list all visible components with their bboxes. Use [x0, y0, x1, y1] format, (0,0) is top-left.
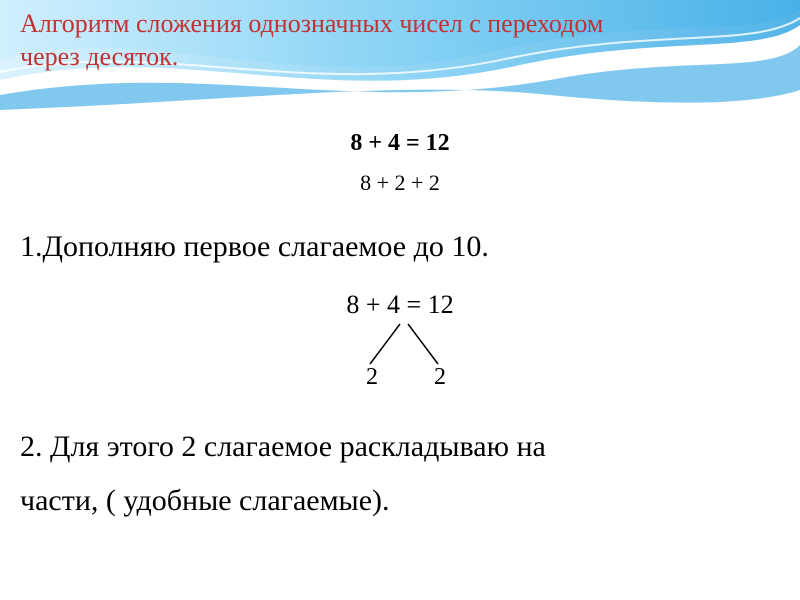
slide-title: Алгоритм сложения однозначных чисел с пе…: [20, 8, 780, 73]
step-2-line-1: 2. Для этого 2 слагаемое раскладываю на: [20, 430, 546, 463]
step-2-text: 2. Для этого 2 слагаемое раскладываю на …: [20, 420, 780, 528]
equation-expanded: 8 + 2 + 2: [0, 170, 800, 196]
title-line-1: Алгоритм сложения однозначных чисел с пе…: [20, 9, 603, 38]
equation-main: 8 + 4 = 12: [0, 130, 800, 157]
title-line-2: через десяток.: [20, 42, 178, 71]
decomp-part-right: 2: [434, 364, 446, 390]
step-2-line-2: части, ( удобные слагаемые).: [20, 484, 390, 517]
step-1-text: 1.Дополняю первое слагаемое до 10.: [20, 230, 489, 264]
decomposition-block: 8 + 4 = 12 2 2: [0, 290, 800, 390]
decomposition-lines: 2 2: [330, 320, 470, 390]
decomposition-equation: 8 + 4 = 12: [346, 290, 453, 320]
decomp-part-left: 2: [366, 364, 378, 390]
